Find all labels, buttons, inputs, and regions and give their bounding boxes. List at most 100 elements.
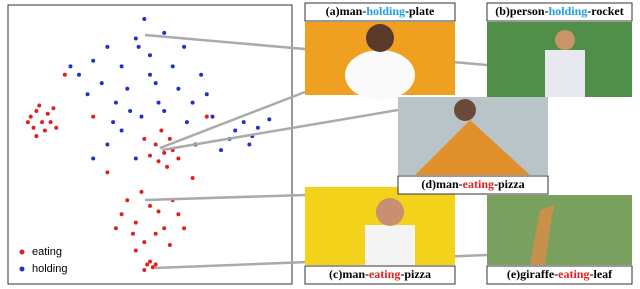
point [125,86,130,91]
caption: (d)man-eating-pizza [421,177,524,191]
point [31,125,36,130]
point [148,72,152,77]
caption: (c)man-eating-pizza [329,267,431,281]
point [165,164,170,169]
point [145,262,150,267]
point [153,142,158,147]
point [142,268,147,273]
point [128,109,133,114]
image-a-figure [345,50,415,100]
caption-box [486,265,633,285]
point [182,44,187,49]
point [105,44,110,49]
point [119,128,124,133]
point [176,86,181,91]
legend-marker [19,249,25,255]
point [142,136,147,141]
point [105,170,110,175]
point [142,240,147,245]
caption-part: (b)person- [495,4,548,18]
caption-part: -plate [405,4,435,18]
point [77,72,81,77]
point [204,114,209,119]
point [125,198,130,203]
image-a-figure [366,24,394,52]
legend-label: holding [32,263,67,275]
caption-part: holding [549,4,588,18]
point [148,259,152,264]
point [45,111,50,116]
point [156,100,161,105]
image-c-figure [365,225,415,265]
point [176,212,181,217]
point [159,128,164,133]
legend-marker [19,266,25,272]
point [51,106,56,111]
point [113,226,118,231]
point [190,175,195,180]
point [176,156,181,161]
point [85,92,90,97]
image-b-figure [555,30,575,50]
point [142,16,147,21]
image-c-figure [376,198,404,226]
point [199,72,204,77]
caption: (e)giraffe-eating-leaf [507,267,613,281]
point [119,64,124,69]
point [37,103,42,108]
point [139,114,144,119]
point [91,114,96,119]
caption-part: -pizza [494,177,525,191]
point [136,44,141,49]
point [111,120,116,125]
point [255,125,260,130]
point [99,81,104,86]
point [156,159,161,164]
point [190,100,195,105]
point [133,156,138,161]
point [113,100,118,105]
caption-part: eating [558,267,589,281]
point [150,265,155,270]
image-d-figure [415,120,530,175]
point [162,30,167,35]
point [133,248,138,253]
point [162,150,167,155]
image-e-figure [530,205,555,265]
connector [161,108,399,152]
point [105,142,110,147]
point [156,209,161,214]
point [148,53,152,58]
point [139,189,144,194]
caption-box [304,2,456,22]
legend-label: eating [32,246,62,258]
point [204,92,209,97]
point [42,128,47,133]
point [247,142,252,147]
caption-part: (e)giraffe- [507,267,558,281]
point [162,226,167,231]
caption: (a)man-holding-plate [326,4,435,18]
caption-part: eating [463,177,494,191]
point [28,114,33,119]
point [219,148,223,153]
point [54,125,59,130]
point [153,81,158,86]
connector [159,90,306,150]
caption-box [304,265,456,285]
image-d-figure [454,99,476,121]
point [40,120,45,125]
point [153,262,158,267]
point [184,120,189,125]
caption: (b)person-holding-rocket [495,4,623,18]
point [148,153,152,158]
image-e [487,195,632,265]
point [167,242,172,247]
point [48,120,53,125]
point [25,120,30,125]
caption-part: -rocket [587,4,623,18]
point [153,231,158,236]
caption-part: holding [366,4,405,18]
caption-box [397,175,549,195]
